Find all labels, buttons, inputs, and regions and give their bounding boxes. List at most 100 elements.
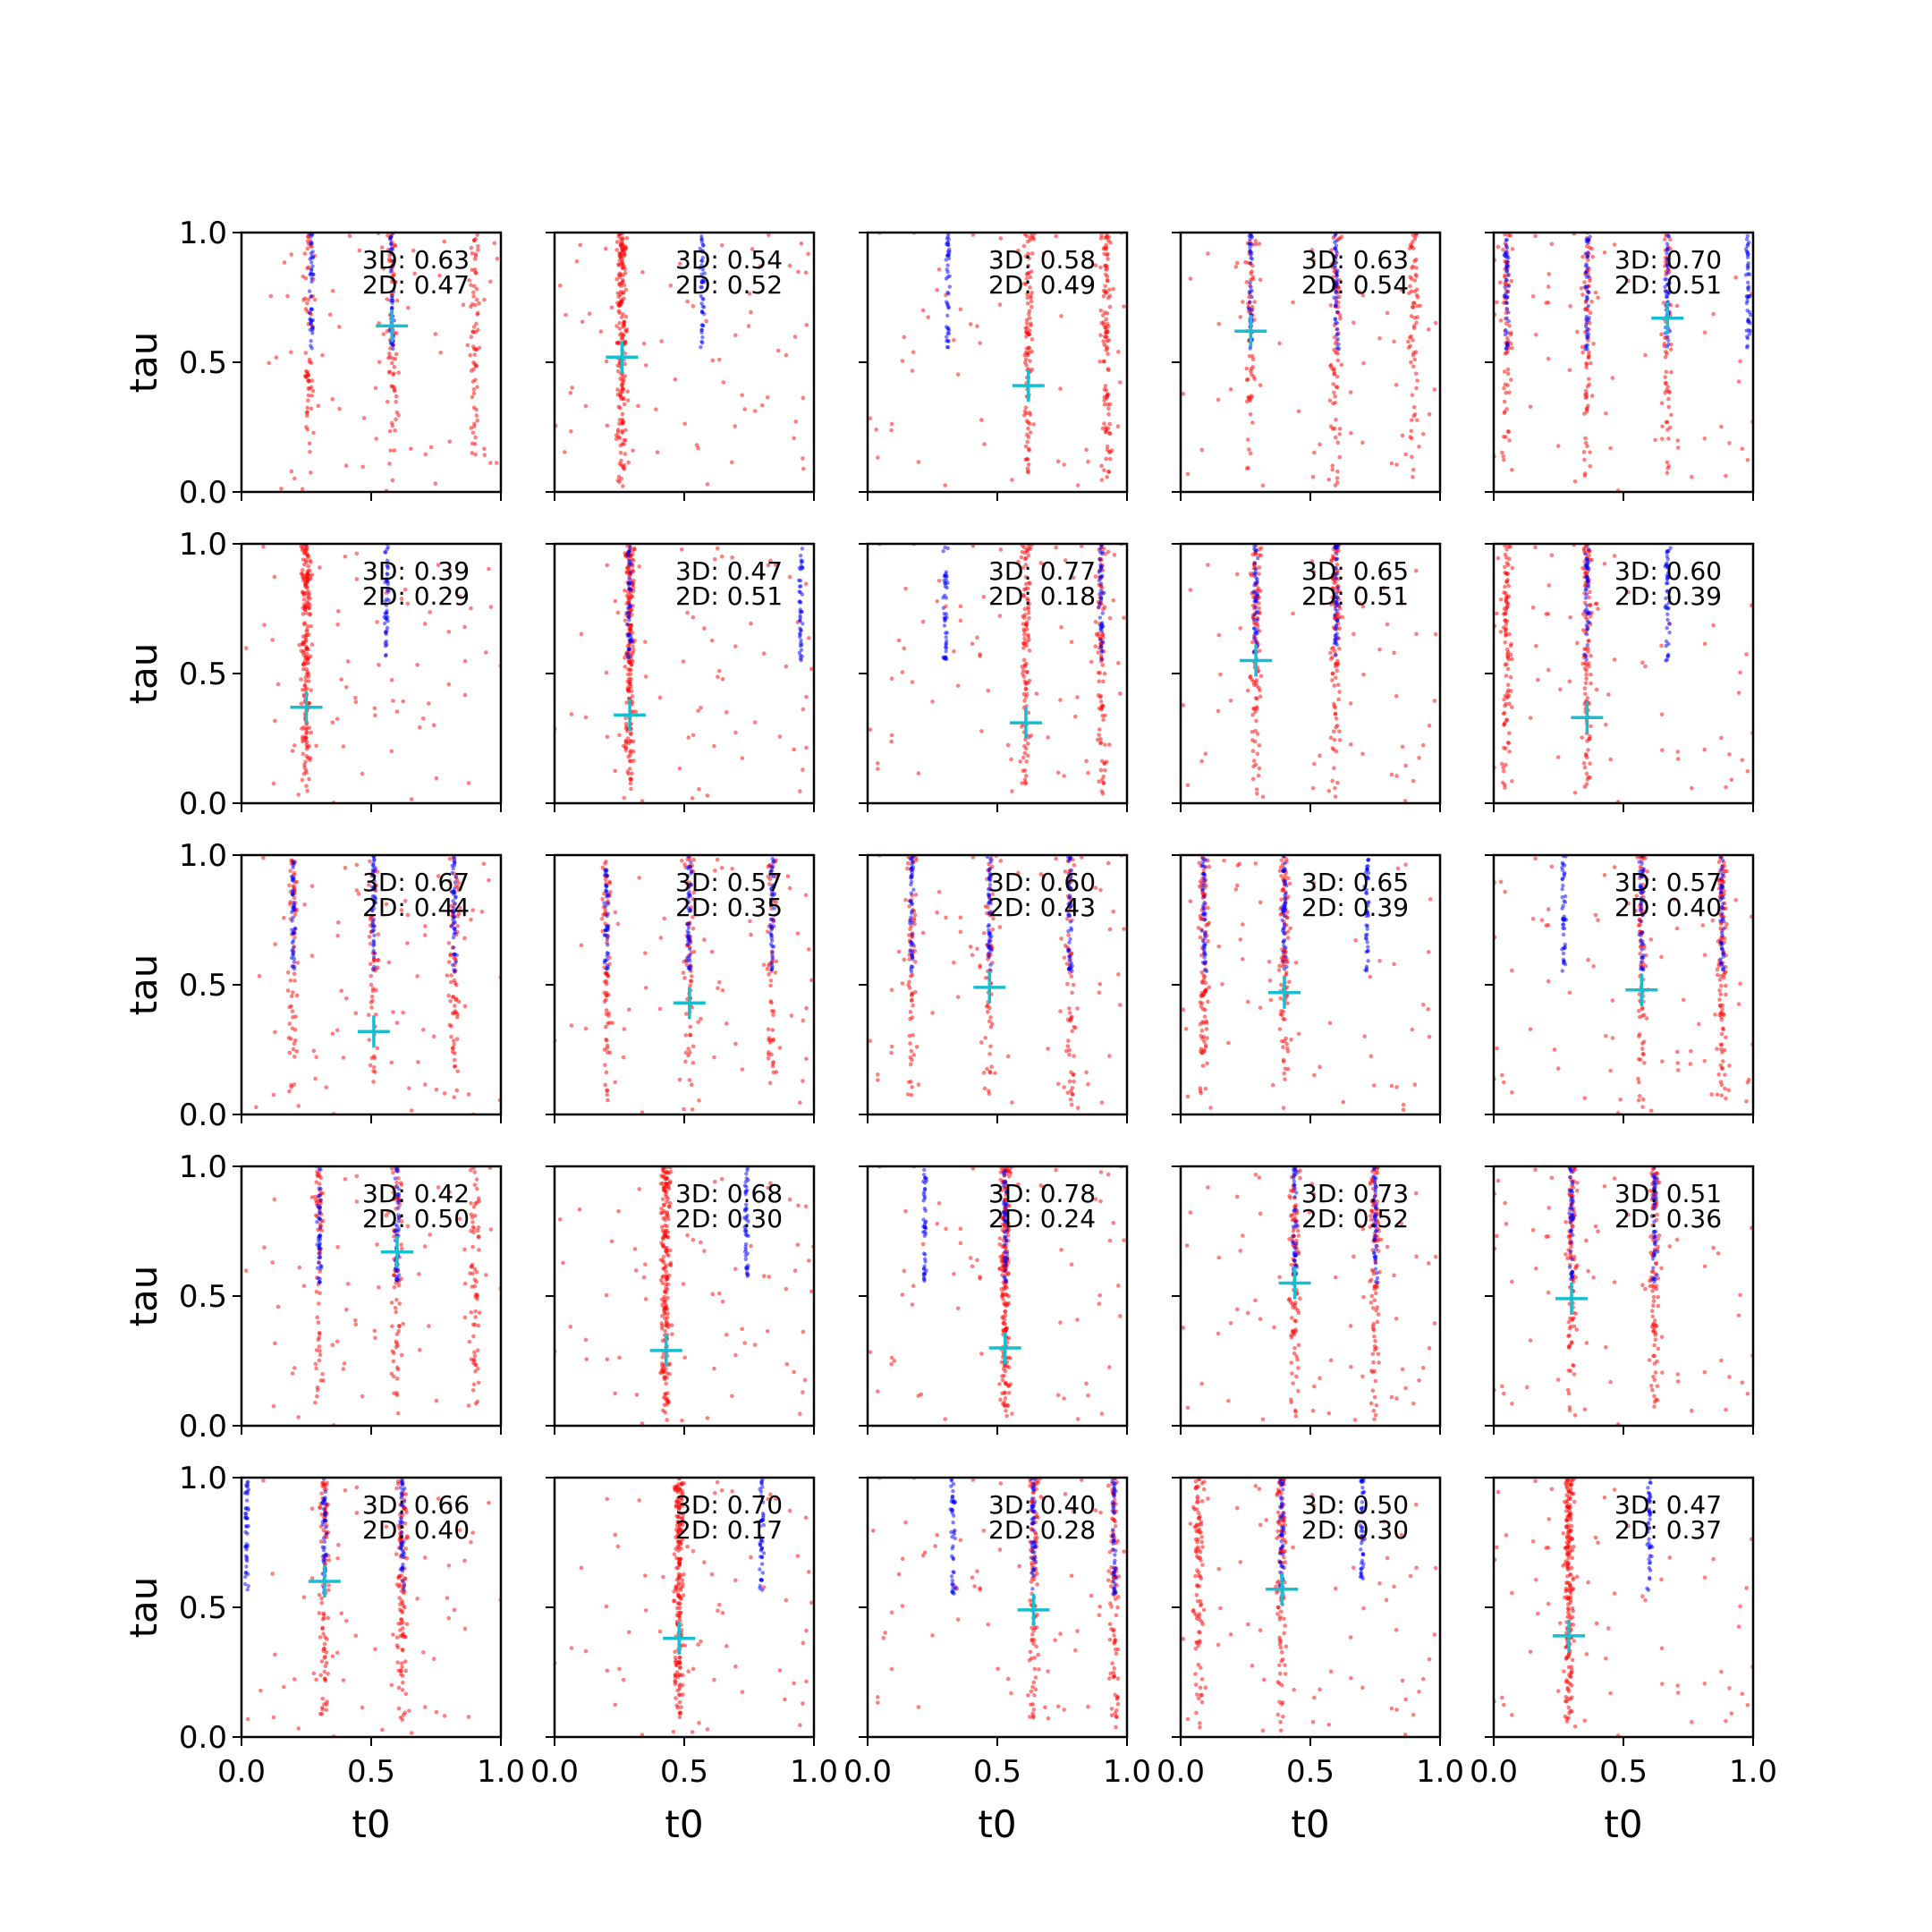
red-point bbox=[1403, 452, 1408, 457]
red-point bbox=[986, 1010, 990, 1014]
blue-point bbox=[944, 258, 948, 262]
red-point bbox=[1501, 768, 1506, 774]
red-point bbox=[569, 712, 574, 716]
red-point bbox=[777, 1046, 783, 1050]
red-point bbox=[876, 1078, 880, 1082]
red-point bbox=[1021, 592, 1026, 597]
red-point bbox=[1530, 293, 1536, 299]
blue-point bbox=[1503, 284, 1507, 290]
red-point bbox=[368, 962, 373, 967]
blue-point bbox=[627, 618, 631, 623]
red-point bbox=[1067, 1006, 1072, 1011]
red-point bbox=[804, 323, 809, 327]
red-point bbox=[431, 723, 436, 728]
red-point bbox=[1103, 713, 1107, 718]
blue-point bbox=[909, 882, 913, 887]
red-point bbox=[405, 941, 410, 945]
red-point bbox=[1580, 735, 1584, 740]
red-point bbox=[336, 609, 341, 614]
red-point bbox=[640, 799, 645, 803]
red-point bbox=[1666, 396, 1671, 402]
red-point bbox=[393, 280, 398, 284]
red-point bbox=[469, 283, 473, 288]
red-point bbox=[682, 959, 687, 964]
red-point bbox=[1027, 316, 1032, 320]
red-point bbox=[986, 1089, 991, 1094]
red-point bbox=[394, 394, 399, 399]
red-point bbox=[370, 998, 375, 1004]
blue-point bbox=[1746, 287, 1750, 292]
red-point bbox=[292, 743, 297, 748]
red-point bbox=[749, 309, 753, 315]
red-point bbox=[628, 781, 633, 786]
red-point bbox=[914, 1045, 919, 1049]
blue-point bbox=[1069, 961, 1074, 965]
red-point bbox=[309, 406, 314, 411]
blue-point bbox=[629, 571, 633, 575]
blue-point bbox=[771, 918, 775, 923]
red-point bbox=[1410, 436, 1414, 441]
red-point bbox=[1025, 753, 1030, 758]
red-point bbox=[804, 1005, 809, 1011]
red-point bbox=[623, 452, 628, 456]
red-point bbox=[1285, 1066, 1291, 1072]
blue-point bbox=[1505, 259, 1510, 264]
red-point bbox=[1588, 761, 1592, 766]
red-point bbox=[468, 352, 473, 358]
red-point bbox=[623, 428, 628, 433]
red-point bbox=[636, 403, 640, 409]
red-point bbox=[384, 902, 389, 907]
red-point bbox=[1118, 380, 1123, 385]
red-point bbox=[1093, 574, 1098, 579]
red-point bbox=[1107, 615, 1113, 621]
red-point bbox=[305, 266, 309, 271]
red-point bbox=[1702, 330, 1707, 335]
red-point bbox=[903, 897, 908, 902]
red-point bbox=[1054, 856, 1058, 861]
red-point bbox=[386, 351, 392, 356]
blue-point bbox=[1097, 605, 1101, 609]
red-point bbox=[1104, 348, 1109, 352]
red-point bbox=[387, 253, 392, 258]
blue-point bbox=[700, 340, 705, 345]
red-point bbox=[307, 378, 311, 384]
red-point bbox=[1028, 359, 1032, 363]
red-point bbox=[1413, 371, 1419, 376]
blue-point bbox=[453, 927, 457, 932]
red-point bbox=[1046, 1046, 1050, 1051]
red-point bbox=[1105, 339, 1109, 343]
red-point bbox=[1580, 254, 1585, 259]
red-point bbox=[1071, 1072, 1076, 1078]
red-point bbox=[1329, 261, 1335, 267]
red-point bbox=[354, 577, 360, 581]
blue-point bbox=[602, 933, 607, 937]
red-point bbox=[1588, 589, 1592, 595]
red-point bbox=[557, 284, 563, 288]
blue-point bbox=[385, 572, 389, 576]
blue-point bbox=[388, 298, 393, 303]
red-point bbox=[1588, 614, 1593, 619]
red-point bbox=[476, 243, 480, 249]
red-point bbox=[1412, 1082, 1418, 1087]
red-point bbox=[613, 1080, 618, 1085]
red-point bbox=[1402, 799, 1408, 803]
red-point bbox=[1504, 662, 1509, 666]
red-point bbox=[1337, 313, 1343, 318]
red-point bbox=[1415, 418, 1419, 423]
red-point bbox=[450, 1049, 455, 1055]
red-point bbox=[900, 670, 905, 674]
blue-point bbox=[1066, 911, 1071, 916]
blue-point bbox=[627, 646, 631, 651]
red-point bbox=[1665, 466, 1670, 470]
red-point bbox=[1028, 430, 1033, 435]
annotation-3d: 3D: 0.39 bbox=[362, 556, 470, 586]
blue-point bbox=[372, 964, 377, 969]
blue-point bbox=[386, 614, 390, 620]
red-point bbox=[1111, 597, 1116, 603]
red-point bbox=[724, 1021, 729, 1026]
blue-point bbox=[1664, 639, 1669, 644]
red-point bbox=[1400, 433, 1405, 438]
red-point bbox=[1410, 304, 1415, 309]
red-point bbox=[1022, 750, 1028, 756]
red-point bbox=[291, 990, 295, 995]
